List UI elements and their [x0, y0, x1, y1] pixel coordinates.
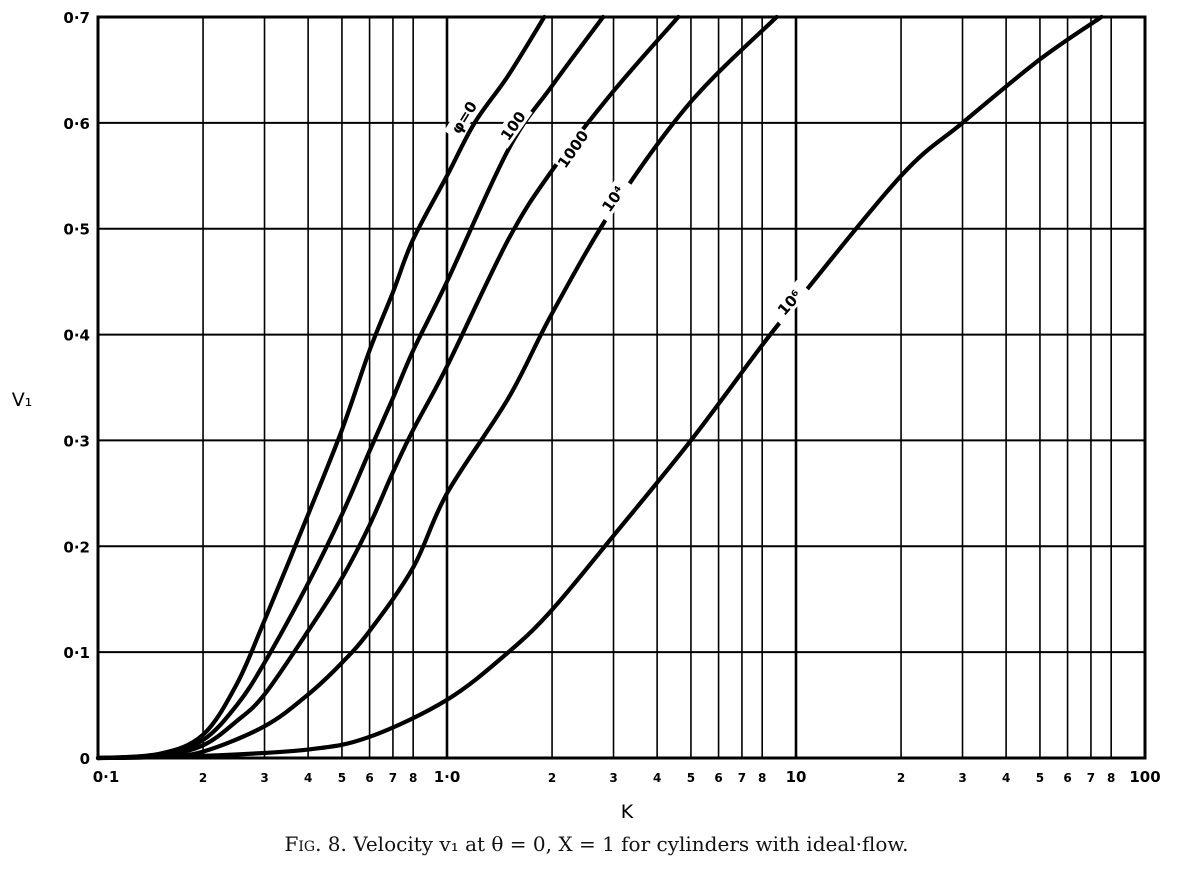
x-tick-label: 6: [1063, 771, 1071, 785]
curve-1000: [95, 14, 681, 761]
x-tick-label: 0·1: [93, 768, 120, 786]
y-tick-label: 0·6: [63, 115, 90, 133]
x-tick-label: 3: [260, 771, 268, 785]
x-tick-label: 7: [1087, 771, 1095, 785]
x-tick-label: 5: [338, 771, 346, 785]
y-tick-label: 0·1: [63, 644, 90, 662]
x-tick-label: 3: [958, 771, 966, 785]
x-tick-label: 2: [897, 771, 905, 785]
y-tick-label: 0·3: [63, 432, 90, 450]
curve-10⁶: [95, 14, 1104, 761]
x-tick-label: 2: [548, 771, 556, 785]
caption-text: Velocity v₁ at θ = 0, X = 1 for cylinder…: [353, 832, 909, 856]
x-tick-label: 5: [687, 771, 695, 785]
curves: [95, 14, 1104, 761]
x-tick-label: 6: [365, 771, 373, 785]
x-tick-label: 8: [758, 771, 766, 785]
curve-label: 1000: [554, 127, 593, 172]
y-axis-title: V₁: [12, 389, 33, 411]
y-tick-label: 0·5: [63, 221, 90, 239]
x-tick-label: 8: [1107, 771, 1115, 785]
curve-φ=0: [95, 14, 547, 761]
y-tick-label: 0·7: [63, 9, 90, 27]
y-tick-label: 0·4: [63, 327, 90, 345]
figure-caption: Fig. 8. Velocity v₁ at θ = 0, X = 1 for …: [0, 832, 1193, 856]
x-tick-label: 100: [1129, 768, 1160, 786]
caption-prefix: Fig. 8.: [284, 832, 347, 856]
x-tick-label: 7: [738, 771, 746, 785]
x-tick-label: 3: [609, 771, 617, 785]
x-tick-label: 4: [1002, 771, 1010, 785]
x-tick-label: 4: [304, 771, 312, 785]
y-tick-label: 0: [80, 750, 90, 768]
curve-100: [95, 14, 606, 761]
x-tick-label: 10: [786, 768, 807, 786]
y-axis-tick-labels: 0 0·1 0·2 0·3 0·4 0·5 0·6 0·7: [63, 9, 90, 768]
x-tick-label: 2: [199, 771, 207, 785]
x-tick-label: 8: [409, 771, 417, 785]
x-tick-label: 6: [714, 771, 722, 785]
y-tick-label: 0·2: [63, 538, 90, 556]
x-axis-title: K: [621, 801, 634, 823]
x-tick-label: 7: [389, 771, 397, 785]
x-axis-tick-labels: 0·1 2 3 4 5 6 7 8 1·0 2 3 4 5 6 7 8 10 2 3 4 5 6 7 8 100: [93, 768, 1161, 786]
x-tick-label: 4: [653, 771, 661, 785]
x-tick-label: 1·0: [434, 768, 461, 786]
x-tick-label: 5: [1036, 771, 1044, 785]
plot-frame: [96, 15, 1147, 760]
